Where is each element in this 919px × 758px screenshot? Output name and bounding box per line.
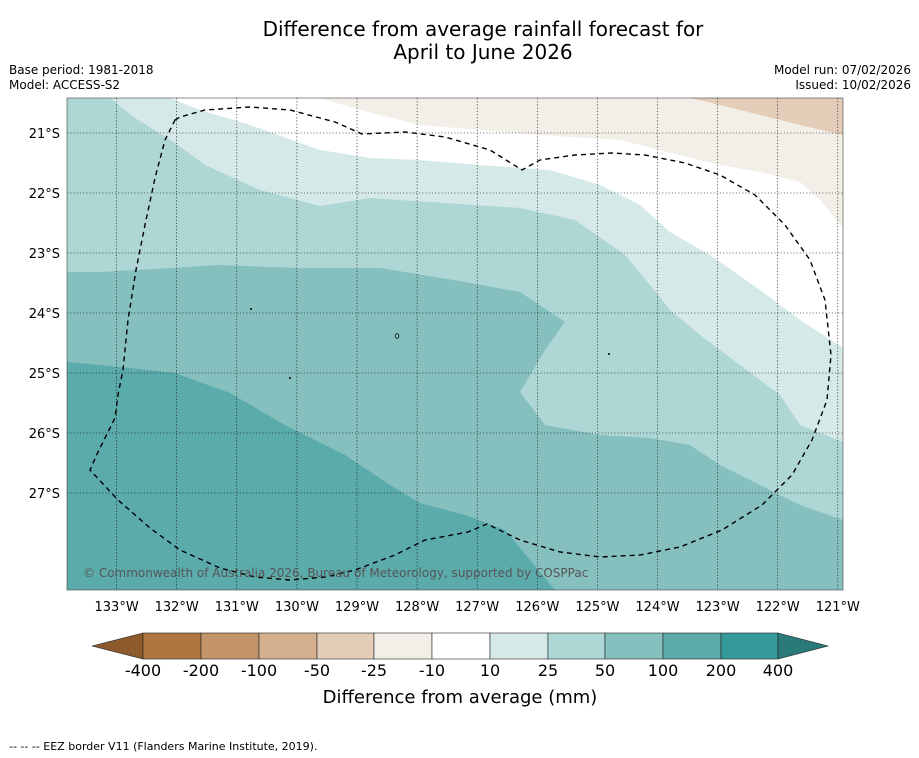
eez-border [89, 106, 832, 581]
colorbar-tick: -400 [125, 661, 161, 680]
island [394, 333, 400, 339]
lon-label: 122°W [756, 600, 800, 615]
colorbar-extend-low [91, 632, 144, 660]
lon-label: 126°W [515, 600, 559, 615]
colorbar-segment [604, 632, 664, 660]
colorbar-segment [489, 632, 549, 660]
base-period: Base period: 1981-2018 [9, 63, 154, 77]
band-m50-m25 [690, 98, 843, 135]
lon-label: 123°W [696, 600, 740, 615]
lon-label: 127°W [455, 600, 499, 615]
title-line-2: April to June 2026 [393, 40, 573, 64]
lon-label: 124°W [635, 600, 679, 615]
lat-label: 23°S [29, 247, 60, 262]
islands [250, 308, 610, 379]
chart-title: Difference from average rainfall forecas… [0, 18, 919, 64]
map-frame [66, 97, 844, 591]
lat-label: 27°S [29, 487, 60, 502]
colorbar-segment [720, 632, 779, 660]
island [250, 308, 252, 310]
meta-right: Model run: 07/02/2026 Issued: 10/02/2026 [774, 63, 911, 93]
colorbar-tick: 200 [706, 661, 737, 680]
lon-label: 133°W [95, 600, 139, 615]
lon-labels: 133°W 132°W 131°W 130°W 129°W 128°W 127°… [95, 600, 861, 615]
map-area [67, 98, 843, 590]
colorbar-tick-labels: -400 -200 -100 -50 -25 -10 10 25 50 100 … [125, 661, 793, 680]
lat-label: 21°S [29, 127, 60, 142]
copyright-text: © Commonwealth of Australia 2026, Bureau… [83, 566, 588, 580]
colorbar-tick: -25 [361, 661, 387, 680]
model-name: Model: ACCESS-S2 [9, 78, 121, 92]
colorbar-segment [316, 632, 375, 660]
lat-labels: 21°S 22°S 23°S 24°S 25°S 26°S 27°S [29, 127, 60, 502]
graticule [67, 98, 843, 590]
colorbar-segment [142, 632, 202, 660]
colorbar-extend-high [777, 632, 830, 660]
issued-date: Issued: 10/02/2026 [795, 78, 911, 92]
colorbar [91, 632, 830, 660]
colorbar-title: Difference from average (mm) [323, 687, 598, 708]
colorbar-segment [373, 632, 433, 660]
colorbar-tick: -200 [183, 661, 219, 680]
lon-label: 121°W [816, 600, 860, 615]
lat-label: 26°S [29, 427, 60, 442]
lat-label: 22°S [29, 187, 60, 202]
colorbar-tick: 400 [763, 661, 794, 680]
meta-left: Base period: 1981-2018 Model: ACCESS-S2 [9, 63, 154, 93]
colorbar-tick: 25 [538, 661, 558, 680]
island [289, 377, 291, 379]
colorbar-tick: 50 [595, 661, 615, 680]
lon-label: 132°W [155, 600, 199, 615]
rainfall-map: © Commonwealth of Australia 2026, Bureau… [29, 97, 861, 708]
model-run: Model run: 07/02/2026 [773, 63, 911, 77]
colorbar-segment [200, 632, 260, 660]
colorbar-tick: 100 [648, 661, 679, 680]
band-m10-10 [140, 98, 843, 348]
colorbar-segment [431, 632, 491, 660]
lon-label: 125°W [575, 600, 619, 615]
lon-label: 128°W [395, 600, 439, 615]
lon-label: 129°W [335, 600, 379, 615]
lat-label: 25°S [29, 367, 60, 382]
colorbar-tick: -10 [419, 661, 445, 680]
title-line-1: Difference from average rainfall forecas… [262, 17, 704, 41]
lon-label: 131°W [215, 600, 259, 615]
island [608, 353, 610, 355]
lat-label: 24°S [29, 307, 60, 322]
colorbar-segment [662, 632, 722, 660]
colorbar-segment [258, 632, 318, 660]
lon-label: 130°W [275, 600, 319, 615]
band-100-200 [67, 362, 555, 590]
band-m25-m10 [320, 98, 843, 228]
colorbar-segment [547, 632, 606, 660]
eez-legend: -- -- -- EEZ border V11 (Flanders Marine… [9, 740, 318, 753]
colorbar-tick: -100 [241, 661, 277, 680]
colorbar-tick: -50 [304, 661, 330, 680]
colorbar-tick: 10 [480, 661, 500, 680]
